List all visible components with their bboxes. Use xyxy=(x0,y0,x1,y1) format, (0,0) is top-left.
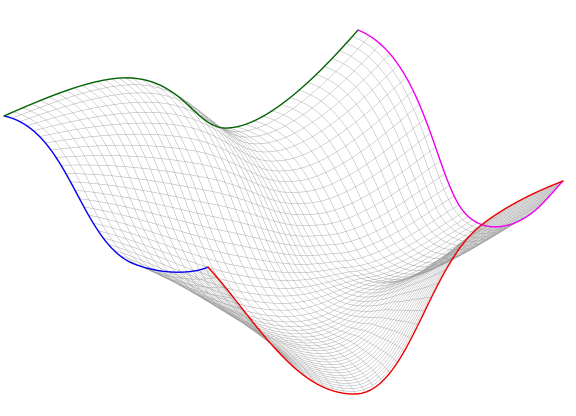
right-edge-curve xyxy=(357,29,564,228)
mesh-line-v xyxy=(139,226,503,327)
mesh-line-u xyxy=(165,87,391,374)
mesh-line-v xyxy=(143,224,509,331)
mesh-line-v xyxy=(45,90,414,172)
mesh-line-u xyxy=(150,81,375,389)
mesh-line-v xyxy=(60,132,431,204)
mesh-line-v xyxy=(92,211,465,273)
front-edge-curve xyxy=(207,180,564,395)
mesh-line-u xyxy=(125,77,346,394)
mesh-line-v xyxy=(192,191,554,374)
mesh-line-v xyxy=(50,104,420,182)
mesh-line-v xyxy=(147,223,514,335)
mesh-line-v xyxy=(150,221,519,338)
mesh-line-v xyxy=(102,219,473,289)
mesh-line-v xyxy=(74,173,446,237)
mesh-line-v xyxy=(113,224,483,304)
boundary-curves xyxy=(3,29,564,395)
mesh-line-v xyxy=(26,53,391,145)
left-edge-curve xyxy=(3,115,209,273)
mesh-line-v xyxy=(11,35,370,132)
mesh-line-u xyxy=(141,79,366,393)
mesh-line-v xyxy=(65,146,436,215)
mesh-line-u xyxy=(188,105,419,326)
mesh-line-v xyxy=(187,194,551,368)
mesh-line-v xyxy=(181,198,548,363)
mesh-line-v xyxy=(39,77,407,162)
mesh-line-u xyxy=(315,74,535,251)
mesh-line-u xyxy=(104,79,315,383)
mesh-line-v xyxy=(97,216,469,281)
mesh-line-u xyxy=(22,107,226,289)
back-edge-curve xyxy=(3,29,359,129)
mesh-line-v xyxy=(184,196,549,366)
mesh-line-v xyxy=(33,64,399,153)
mesh-line-u xyxy=(197,113,432,307)
mesh-line-u xyxy=(253,120,497,278)
mesh-line-v xyxy=(88,204,460,265)
mesh-line-v xyxy=(165,209,537,349)
mesh-line-v xyxy=(19,43,381,138)
mesh-line-u xyxy=(262,116,502,275)
mesh-line-v xyxy=(79,185,450,247)
surface-mesh xyxy=(11,35,563,395)
mesh-line-v xyxy=(189,193,553,371)
mesh-line-u xyxy=(331,58,545,242)
mesh-line-v xyxy=(83,195,455,256)
mesh-line-v xyxy=(55,118,426,193)
mesh-line-u xyxy=(118,77,335,392)
mesh-line-v xyxy=(70,160,441,226)
mesh-line-v xyxy=(119,225,488,311)
